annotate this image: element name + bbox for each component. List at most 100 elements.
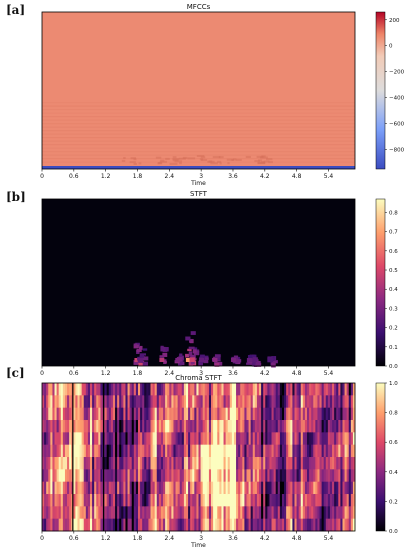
chroma-cell [144,407,147,421]
chroma-cell [56,469,60,483]
chroma-cell [150,518,153,532]
chroma-cell [167,444,170,458]
mfcc-cell [219,162,222,165]
chroma-cell [42,494,45,507]
chroma-cell [60,432,64,446]
chroma-cell [221,518,224,532]
chroma-cell [204,383,208,396]
chroma-cell [273,395,277,409]
chroma-cell [217,469,220,483]
chroma-cell [198,395,201,409]
chroma-cell [52,481,55,495]
chroma-cell [181,395,185,409]
chroma-cell [288,494,291,507]
chroma-cell [281,432,285,446]
chroma-cell [223,506,227,520]
mfcc-cell [217,160,222,163]
chroma-cell [125,383,128,396]
chroma-cell [211,432,214,446]
chroma-cell [185,395,189,409]
chroma-cell [338,383,341,396]
chroma-cell [75,494,78,507]
stft-cell [142,348,148,351]
chroma-cell [348,481,352,495]
chroma-cell [89,432,93,446]
stft-peak [246,358,252,362]
chroma-cell [98,395,101,409]
chroma-cell [188,469,191,483]
chroma-cell [250,432,254,446]
chroma-cell [110,407,114,421]
chroma-cell [173,432,176,446]
chroma-cell [108,481,112,495]
chroma-cell [169,469,172,483]
mfcc-cell [263,160,270,163]
chroma-cell [267,457,270,470]
chroma-cell [62,506,66,520]
chroma-cell [225,494,229,507]
chroma-cell [83,383,87,396]
chroma-cell [336,469,339,483]
chroma-cell [196,506,199,520]
chroma-cell [290,494,293,507]
chroma-cell [152,383,156,396]
chroma-cell [231,506,235,520]
chroma-cell [319,506,323,520]
mfcc-cell [218,156,224,159]
chroma-cell [62,481,66,495]
chroma-cell [292,432,295,446]
chroma-cell [140,407,143,421]
chroma-cell [208,481,212,495]
chroma-cell [129,395,133,409]
chroma-cell [229,481,233,495]
chroma-cell [256,395,260,409]
chroma-cell [288,457,291,470]
chroma-cell [284,395,287,409]
mfcc-band [42,102,355,104]
chroma-cell [256,518,260,532]
chroma-cell [140,469,143,483]
stft-cell [198,360,204,366]
chroma-cell [231,494,235,507]
chroma-cell [242,457,245,470]
chroma-cell [233,518,237,532]
chroma-cell [219,444,222,458]
chroma-cell [336,457,339,470]
chroma-cell [165,395,168,409]
chroma-cell [167,506,170,520]
chroma-cell [183,444,187,458]
chroma-cell [87,407,91,421]
chroma-cell [248,469,252,483]
chroma-cell [58,506,62,520]
chroma-cell [202,383,206,396]
x-tick-label: 4.8 [292,173,302,180]
chroma-cell [73,457,76,470]
stft-cell [235,359,242,363]
chroma-cell [261,506,264,520]
chroma-cell [158,420,162,433]
chroma-cell [185,518,189,532]
colorbar-tick-label: 0.8 [389,210,398,216]
chroma-cell [108,518,112,532]
chroma-cell [173,407,176,421]
chroma-cell [217,383,220,396]
chroma-cell [221,444,224,458]
mfcc-cell [196,155,205,158]
chroma-cell [158,518,162,532]
chroma-cell [307,407,310,421]
chroma-cell [319,407,323,421]
colorbar [375,198,386,367]
chroma-cell [317,444,320,458]
chroma-cell [304,481,308,495]
chroma-cell [248,383,252,396]
chroma-cell [150,481,153,495]
chroma-cell [44,444,47,458]
chroma-cell [112,457,116,470]
chroma-cell [94,518,97,532]
chroma-cell [281,518,285,532]
chroma-cell [325,457,329,470]
chroma-cell [181,469,185,483]
chroma-cell [208,469,212,483]
chroma-cell [233,420,237,433]
chroma-cell [104,457,108,470]
